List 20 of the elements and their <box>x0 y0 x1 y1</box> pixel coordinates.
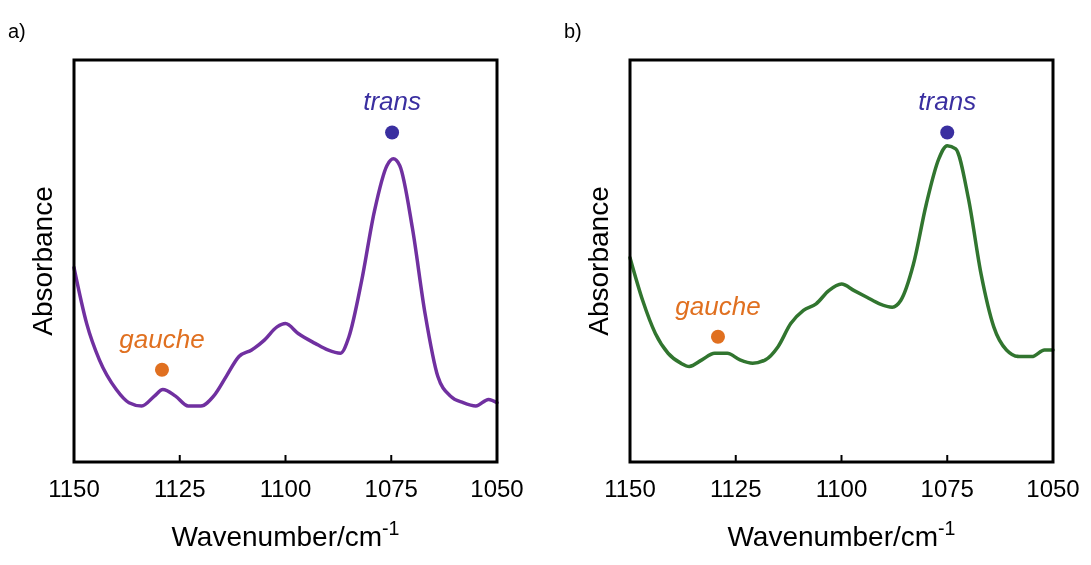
x-tick-label: 1100 <box>259 475 312 502</box>
x-tick-label: 1100 <box>815 475 868 502</box>
annotation: trans <box>918 86 977 117</box>
x-tick-label: 1125 <box>153 475 206 502</box>
y-axis-title: Absorbance <box>27 186 58 336</box>
x-tick-label: 1125 <box>709 475 762 502</box>
x-axis-title: Wavenumber/cm$^{-1}$ <box>727 517 956 552</box>
x-tick-label: 1150 <box>48 475 100 502</box>
x-tick-label: 1075 <box>364 475 418 502</box>
x-tick-label: 1075 <box>920 475 974 502</box>
chart-title: b) <box>564 20 582 42</box>
annotation: gauche <box>119 323 205 354</box>
annotation: trans <box>363 86 421 117</box>
chart-title: a) <box>8 20 26 42</box>
y-axis-title: Absorbance <box>583 186 614 336</box>
x-axis-title: Wavenumber/cm$^{-1}$ <box>171 517 400 552</box>
x-tick-label: 1050 <box>470 475 524 502</box>
x-tick-label: 1150 <box>604 475 656 502</box>
annotation: gauche <box>675 290 761 321</box>
x-tick-label: 1050 <box>1026 475 1080 502</box>
